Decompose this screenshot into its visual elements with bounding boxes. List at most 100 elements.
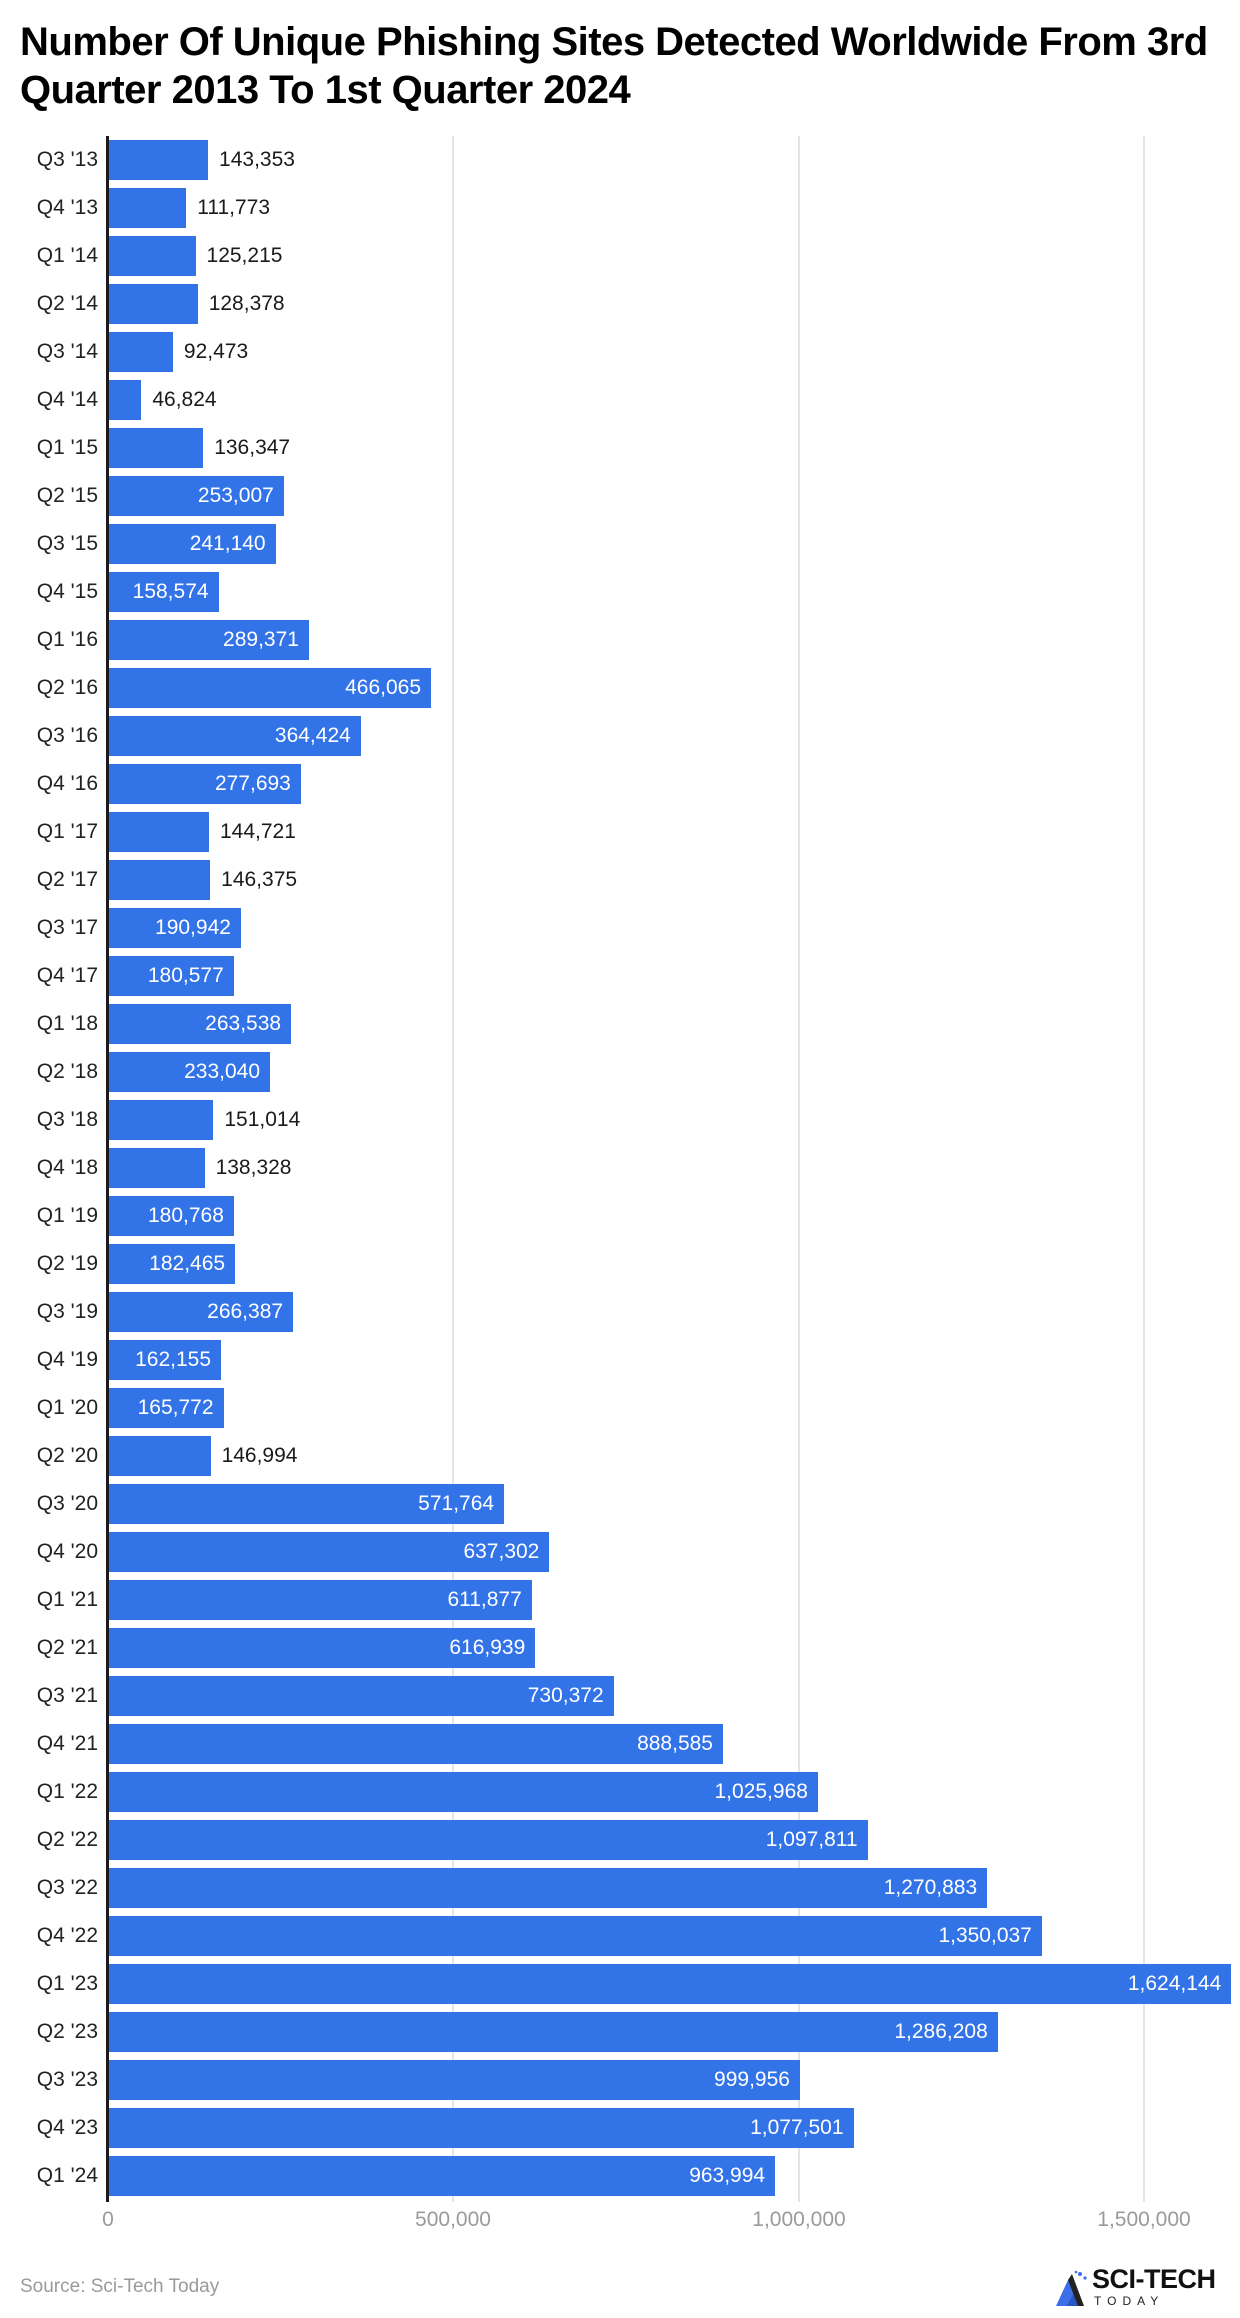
bar [109,1052,271,1092]
value-label: 165,772 [137,1396,214,1419]
category-label: Q2 '14 [36,292,98,315]
bar-row: Q4 '18 138,328 [0,1148,1240,1188]
bar-row: Q3 '17 190,942 [0,908,1240,948]
bar [109,1820,868,1860]
bar-row: Q3 '18 151,014 [0,1100,1240,1140]
bar [109,188,187,228]
bar-row: Q4 '14 46,824 [0,380,1240,420]
value-label: 182,465 [149,1252,226,1275]
bar [109,1676,614,1716]
logo-name: SCI-TECH [1092,2264,1216,2294]
value-label: 277,693 [214,772,291,795]
value-label: 1,270,883 [883,1876,978,1899]
category-label: Q1 '17 [36,820,98,843]
bar-row: Q4 '23 1,077,501 [0,2108,1240,2148]
bar [109,1004,292,1044]
bar [109,668,432,708]
value-label: 1,077,501 [750,2116,844,2139]
category-label: Q4 '23 [36,2116,98,2139]
category-label: Q2 '20 [36,1444,98,1467]
bar-row: Q4 '22 1,350,037 [0,1916,1240,1956]
bar-row: Q4 '15 158,574 [0,572,1240,612]
category-label: Q1 '15 [36,436,98,459]
bar [109,1724,723,1764]
bar-row: Q1 '16 289,371 [0,620,1240,660]
gridline-1500000 [1143,136,1145,2202]
bar-row: Q1 '21 611,877 [0,1580,1240,1620]
value-label: 263,538 [205,1012,282,1035]
bar [109,1148,205,1188]
category-label: Q3 '15 [36,532,98,555]
category-label: Q2 '21 [36,1636,98,1659]
value-label: 253,007 [197,484,274,507]
bar-row: Q1 '22 1,025,968 [0,1772,1240,1812]
bar-row: Q2 '21 616,939 [0,1628,1240,1668]
x-tick-0: 0 [102,2208,114,2231]
value-label: 143,353 [219,148,295,171]
value-label: 241,140 [189,532,266,555]
category-label: Q3 '16 [36,724,98,747]
bar-row: Q3 '14 92,473 [0,332,1240,372]
bar-row: Q2 '22 1,097,811 [0,1820,1240,1860]
bar-row: Q3 '16 364,424 [0,716,1240,756]
bar [109,1484,505,1524]
value-label: 266,387 [207,1300,284,1323]
value-label: 158,574 [132,580,209,603]
bar-row: Q2 '19 182,465 [0,1244,1240,1284]
value-label: 138,328 [215,1156,292,1179]
bar [109,2060,800,2100]
bar [109,716,361,756]
bar-row: Q3 '20 571,764 [0,1484,1240,1524]
category-label: Q3 '21 [36,1684,98,1707]
category-label: Q1 '24 [36,2164,98,2187]
value-label: 611,877 [447,1588,522,1611]
value-label: 1,624,144 [1127,1972,1222,1995]
category-label: Q4 '19 [36,1348,98,1371]
bar [109,284,198,324]
chart-title: Number Of Unique Phishing Sites Detected… [20,20,1208,112]
bar [109,572,219,612]
bar [109,620,309,660]
x-tick-1000000: 1,000,000 [752,2208,846,2231]
bar [109,812,209,852]
bar [109,1244,236,1284]
category-label: Q3 '20 [36,1492,98,1515]
bar [109,476,284,516]
value-label: 162,155 [135,1348,212,1371]
value-label: 128,378 [208,292,285,315]
bar [109,332,173,372]
bar-row: Q3 '21 730,372 [0,1676,1240,1716]
bar [109,236,196,276]
value-label: 136,347 [214,436,291,459]
bar-row: Q1 '17 144,721 [0,812,1240,852]
category-label: Q4 '22 [36,1924,98,1947]
bar-row: Q4 '17 180,577 [0,956,1240,996]
bar [109,2156,776,2196]
category-label: Q3 '17 [36,916,98,939]
bar [109,1772,818,1812]
category-label: Q3 '13 [36,148,98,171]
bar [109,1580,532,1620]
category-label: Q3 '22 [36,1876,98,1899]
bar-row: Q4 '19 162,155 [0,1340,1240,1380]
bar-row: Q4 '20 637,302 [0,1532,1240,1572]
bar-row: Q4 '21 888,585 [0,1724,1240,1764]
bar-row: Q3 '23 999,956 [0,2060,1240,2100]
category-label: Q2 '16 [36,676,98,699]
value-label: 180,768 [147,1204,224,1227]
value-label: 1,286,208 [894,2020,988,2043]
bar [109,524,276,564]
bar [109,1196,234,1236]
category-label: Q1 '22 [36,1780,98,1803]
bar [109,908,241,948]
bar-row: Q3 '22 1,270,883 [0,1868,1240,1908]
value-label: 1,097,811 [765,1828,858,1851]
bar-row: Q4 '13 111,773 [0,188,1240,228]
category-label: Q1 '18 [36,1012,98,1035]
x-tick-1500000: 1,500,000 [1097,2208,1191,2231]
value-label: 92,473 [183,340,249,363]
brand-logo: SCI-TECH TODAY [1054,2262,1240,2312]
category-label: Q1 '14 [36,244,98,267]
category-label: Q2 '18 [36,1060,98,1083]
bar-chart: Q3 '13 143,353 Q4 '13 111,773 Q1 '14 125,215 Q… [0,136,1240,2202]
